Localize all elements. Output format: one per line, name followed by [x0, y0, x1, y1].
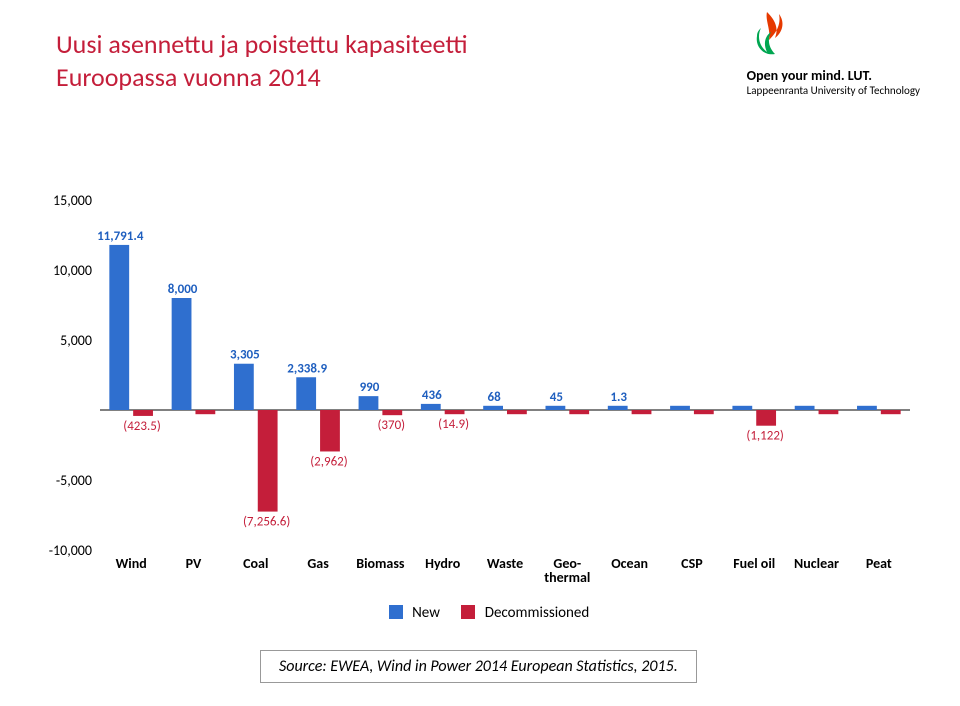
svg-text:(370): (370)	[377, 418, 405, 433]
svg-text:(1,122): (1,122)	[746, 429, 783, 444]
bar-decom	[756, 410, 776, 426]
svg-text:68: 68	[488, 390, 502, 405]
logo-tagline-1: Open your mind. LUT.	[747, 67, 920, 84]
bar-new	[359, 396, 379, 410]
title-line-1: Uusi asennettu ja poistettu kapasiteetti	[56, 28, 468, 60]
svg-text:Ocean: Ocean	[611, 555, 648, 572]
svg-text:11,791.4: 11,791.4	[97, 229, 144, 244]
bar-decom	[569, 410, 589, 414]
svg-text:-5,000: -5,000	[56, 472, 92, 489]
svg-text:2,338.9: 2,338.9	[287, 361, 327, 376]
bar-new	[670, 406, 690, 410]
svg-text:thermal: thermal	[544, 569, 590, 586]
legend-label-new: New	[412, 604, 440, 622]
bar-decom	[819, 410, 839, 414]
legend-swatch-new	[389, 605, 403, 619]
svg-text:-10,000: -10,000	[49, 542, 92, 559]
bar-new	[546, 406, 566, 410]
chart-legend: New Decommissioned	[0, 604, 960, 622]
svg-text:Biomass: Biomass	[356, 555, 405, 572]
legend-swatch-decom	[461, 605, 475, 619]
bar-decom	[195, 410, 215, 414]
svg-text:1.3: 1.3	[610, 390, 627, 405]
title-line-2: Euroopassa vuonna 2014	[56, 61, 321, 93]
svg-text:Gas: Gas	[307, 555, 329, 572]
bar-new	[483, 406, 503, 410]
bar-decom	[507, 410, 527, 414]
svg-text:(14.9): (14.9)	[438, 417, 469, 432]
bar-decom	[445, 410, 465, 414]
bar-decom	[694, 410, 714, 414]
svg-text:Nuclear: Nuclear	[794, 555, 839, 572]
legend-label-decom: Decommissioned	[485, 604, 590, 622]
capacity-chart: -10,000 -5,000 5,000 10,000 15,000 11,791.4 (4…	[40, 190, 920, 590]
bar-new	[296, 377, 316, 410]
bar-new	[421, 404, 441, 410]
svg-text:45: 45	[550, 390, 563, 405]
bar-new	[172, 298, 192, 410]
svg-text:Wind: Wind	[116, 555, 147, 572]
bar-new	[795, 406, 815, 410]
svg-text:(7,256.6): (7,256.6)	[243, 515, 290, 530]
svg-text:990: 990	[360, 380, 380, 395]
svg-text:CSP: CSP	[681, 555, 703, 572]
lut-flame-icon	[747, 10, 787, 58]
svg-text:436: 436	[422, 388, 442, 403]
svg-text:Fuel oil: Fuel oil	[733, 555, 775, 572]
bar-decom	[258, 410, 278, 512]
bar-decom	[133, 410, 153, 416]
chart-svg: -10,000 -5,000 5,000 10,000 15,000 11,791.4 (4…	[40, 190, 920, 590]
svg-text:5,000: 5,000	[60, 332, 92, 349]
svg-text:15,000: 15,000	[53, 192, 92, 209]
bar-decom	[881, 410, 901, 414]
bar-new	[234, 364, 254, 410]
bar-decom	[320, 410, 340, 451]
bar-new	[109, 245, 129, 410]
svg-text:Coal: Coal	[243, 555, 268, 572]
svg-text:Waste: Waste	[487, 555, 523, 572]
svg-text:10,000: 10,000	[53, 262, 92, 279]
lut-logo: Open your mind. LUT. Lappeenranta Univer…	[747, 10, 920, 97]
source-text: Source: EWEA, Wind in Power 2014 Europea…	[279, 657, 678, 676]
svg-text:(2,962): (2,962)	[310, 454, 347, 469]
svg-text:3,305: 3,305	[230, 348, 260, 363]
bar-new	[608, 406, 628, 410]
svg-text:Peat: Peat	[866, 555, 892, 572]
svg-text:8,000: 8,000	[168, 282, 198, 297]
svg-text:PV: PV	[186, 555, 202, 572]
logo-tagline-2: Lappeenranta University of Technology	[747, 84, 920, 97]
svg-text:(423.5): (423.5)	[123, 419, 161, 434]
page-title: Uusi asennettu ja poistettu kapasiteetti…	[56, 28, 468, 93]
bar-new	[857, 406, 877, 410]
bar-decom	[382, 410, 402, 415]
bar-decom	[632, 410, 652, 414]
bar-new	[732, 406, 752, 410]
svg-text:Hydro: Hydro	[425, 555, 461, 572]
source-citation: Source: EWEA, Wind in Power 2014 Europea…	[260, 650, 697, 683]
